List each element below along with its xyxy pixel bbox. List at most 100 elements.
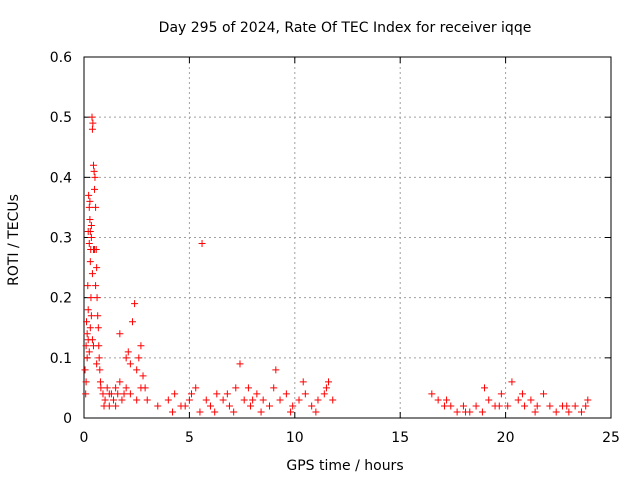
data-point xyxy=(86,227,94,235)
data-point xyxy=(320,390,328,398)
data-point xyxy=(206,402,214,410)
data-point xyxy=(185,396,193,404)
data-point xyxy=(540,390,548,398)
data-point xyxy=(131,300,139,308)
data-point xyxy=(164,396,172,404)
data-point xyxy=(94,324,102,332)
data-point xyxy=(219,396,227,404)
data-point xyxy=(508,378,516,386)
data-point xyxy=(110,396,118,404)
data-point xyxy=(88,270,96,278)
data-point xyxy=(514,396,522,404)
data-point xyxy=(82,342,90,350)
y-tick-label: 0.1 xyxy=(50,351,72,367)
data-point xyxy=(272,366,280,374)
data-point xyxy=(139,372,147,380)
data-point xyxy=(135,354,143,362)
data-point xyxy=(87,221,95,229)
data-point xyxy=(114,390,122,398)
data-point xyxy=(584,396,592,404)
data-point xyxy=(94,312,102,320)
x-tick-label: 15 xyxy=(391,430,409,446)
data-point xyxy=(244,384,252,392)
data-point xyxy=(87,312,95,320)
data-point xyxy=(270,384,278,392)
data-point xyxy=(266,402,274,410)
data-point xyxy=(230,408,238,416)
data-point xyxy=(124,348,132,356)
axis-ticks: 0 5 10 15 20 25 0 0.1 0.2 0.3 0.4 0.5 0.6 xyxy=(50,50,620,446)
chart-title: Day 295 of 2024, Rate Of TEC Index for r… xyxy=(159,20,532,36)
data-point xyxy=(86,324,94,332)
data-point xyxy=(86,258,94,266)
data-point xyxy=(83,354,91,362)
data-point xyxy=(325,378,333,386)
data-point xyxy=(103,384,111,392)
data-point xyxy=(428,390,436,398)
data-point xyxy=(223,390,231,398)
data-point xyxy=(95,354,103,362)
data-point xyxy=(91,173,99,181)
data-point xyxy=(89,119,97,127)
data-point xyxy=(81,366,89,374)
data-point xyxy=(289,402,297,410)
data-point xyxy=(236,360,244,368)
data-point xyxy=(329,396,337,404)
data-point xyxy=(87,294,95,302)
data-point xyxy=(188,390,196,398)
data-point xyxy=(99,390,107,398)
x-tick-label: 20 xyxy=(497,430,515,446)
data-point xyxy=(481,384,489,392)
data-point xyxy=(143,396,151,404)
data-point xyxy=(440,402,448,410)
data-point xyxy=(171,390,179,398)
data-point xyxy=(565,408,573,416)
data-point xyxy=(93,360,101,368)
x-tick-label: 0 xyxy=(80,430,89,446)
data-point xyxy=(133,366,141,374)
data-point xyxy=(472,402,480,410)
data-point xyxy=(249,396,257,404)
data-point xyxy=(443,396,451,404)
data-points xyxy=(81,113,592,416)
data-point xyxy=(552,408,560,416)
data-point xyxy=(563,402,571,410)
data-point xyxy=(85,203,93,211)
y-tick-label: 0 xyxy=(63,411,72,427)
data-point xyxy=(105,390,113,398)
data-point xyxy=(88,125,96,133)
data-point xyxy=(518,390,526,398)
data-point xyxy=(459,402,467,410)
data-point xyxy=(85,240,93,248)
data-point xyxy=(122,354,130,362)
data-point xyxy=(84,306,92,314)
data-point xyxy=(527,396,535,404)
data-point xyxy=(118,396,126,404)
grid xyxy=(84,57,611,418)
data-point xyxy=(154,402,162,410)
data-point xyxy=(83,330,91,338)
x-tick-label: 5 xyxy=(185,430,194,446)
data-point xyxy=(196,408,204,416)
data-point xyxy=(86,197,94,205)
data-point xyxy=(533,402,541,410)
data-point xyxy=(92,203,100,211)
data-point xyxy=(213,390,221,398)
data-point xyxy=(181,402,189,410)
data-point xyxy=(546,402,554,410)
data-point xyxy=(89,161,97,169)
data-point xyxy=(86,215,94,223)
y-axis-label: ROTI / TECUs xyxy=(6,194,22,286)
data-point xyxy=(112,384,120,392)
data-point xyxy=(101,396,109,404)
data-point xyxy=(247,402,255,410)
data-point xyxy=(276,396,284,404)
data-point xyxy=(322,384,330,392)
data-point xyxy=(434,396,442,404)
data-point xyxy=(577,408,585,416)
data-point xyxy=(192,384,200,392)
data-point xyxy=(301,390,309,398)
data-point xyxy=(299,378,307,386)
data-point xyxy=(85,348,93,356)
